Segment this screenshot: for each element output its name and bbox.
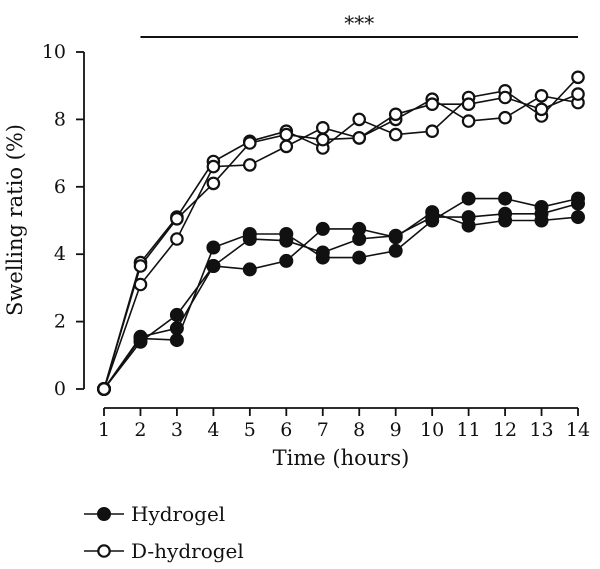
data-point <box>388 228 403 243</box>
x-tick-label: 14 <box>566 419 590 441</box>
data-point <box>498 206 513 221</box>
data-point <box>461 114 476 128</box>
series-line-3 <box>103 202 579 390</box>
data-point <box>315 121 330 135</box>
legend-label: D-hydrogel <box>131 539 244 563</box>
data-point <box>498 191 513 206</box>
x-tick-label: 10 <box>420 419 444 441</box>
x-tick-label: 13 <box>529 419 553 441</box>
x-tick-label: 1 <box>98 419 110 441</box>
data-point <box>388 127 403 142</box>
y-tick-label: 4 <box>54 243 66 265</box>
x-tick-label: 8 <box>353 419 365 441</box>
data-point <box>279 233 294 248</box>
x-tick-label: 2 <box>134 419 146 441</box>
x-tick-label: 3 <box>171 419 183 441</box>
data-point <box>242 262 257 277</box>
data-point <box>242 232 257 246</box>
data-point <box>279 139 294 154</box>
data-point <box>315 245 330 260</box>
data-point <box>206 159 221 174</box>
significance-label: *** <box>344 11 374 35</box>
data-point <box>571 196 585 211</box>
data-point <box>388 107 403 122</box>
data-point <box>498 110 512 125</box>
data-point <box>498 90 512 105</box>
y-tick-label: 2 <box>54 311 66 333</box>
legend-marker <box>97 544 111 558</box>
data-point <box>315 221 330 236</box>
data-point <box>279 253 294 268</box>
y-tick-label: 8 <box>54 108 66 130</box>
data-point <box>571 87 585 101</box>
y-tick-label: 10 <box>42 41 66 63</box>
legend-label: Hydrogel <box>131 502 225 526</box>
data-point <box>243 136 257 150</box>
data-point <box>461 97 476 111</box>
data-point <box>352 131 366 145</box>
x-tick-label: 5 <box>244 419 256 441</box>
y-tick-label: 6 <box>54 176 66 198</box>
data-point <box>571 210 585 225</box>
data-point <box>133 259 148 273</box>
legend: Hydrogel D-hydrogel <box>84 502 244 563</box>
x-tick-label: 7 <box>317 419 329 441</box>
x-tick-label: 6 <box>280 419 292 441</box>
data-point <box>425 124 439 138</box>
data-point <box>169 321 184 336</box>
data-point <box>279 127 294 142</box>
data-point <box>534 89 549 103</box>
data-point <box>206 176 221 191</box>
y-axis-label: Swelling ratio (%) <box>3 124 27 316</box>
data-point <box>571 70 585 85</box>
x-tick-label: 4 <box>207 419 219 441</box>
data-point <box>461 191 476 206</box>
data-point <box>534 206 549 221</box>
data-point <box>169 307 184 322</box>
data-point <box>461 210 476 225</box>
data-point <box>388 243 403 258</box>
x-tick-label: 12 <box>493 419 517 441</box>
data-point <box>425 97 439 111</box>
x-axis-label: Time (hours) <box>273 446 410 470</box>
data-point <box>352 232 367 246</box>
data-point <box>133 329 148 344</box>
data-point <box>352 250 367 265</box>
y-tick-label: 0 <box>54 378 66 400</box>
data-point <box>425 210 440 225</box>
data-point <box>352 112 366 127</box>
data-point <box>243 158 257 172</box>
data-point <box>169 333 184 348</box>
legend-marker <box>97 507 111 521</box>
x-tick-label: 11 <box>457 419 481 441</box>
data-point <box>315 132 330 147</box>
data-point <box>534 102 549 117</box>
data-point <box>206 259 221 273</box>
data-point <box>170 232 184 246</box>
series-markers <box>97 70 585 396</box>
x-tick-label: 9 <box>390 419 402 441</box>
data-point <box>133 277 148 292</box>
significance-annotation: *** <box>140 11 578 38</box>
data-point <box>206 240 221 255</box>
data-point <box>170 212 184 226</box>
data-point <box>97 382 111 396</box>
